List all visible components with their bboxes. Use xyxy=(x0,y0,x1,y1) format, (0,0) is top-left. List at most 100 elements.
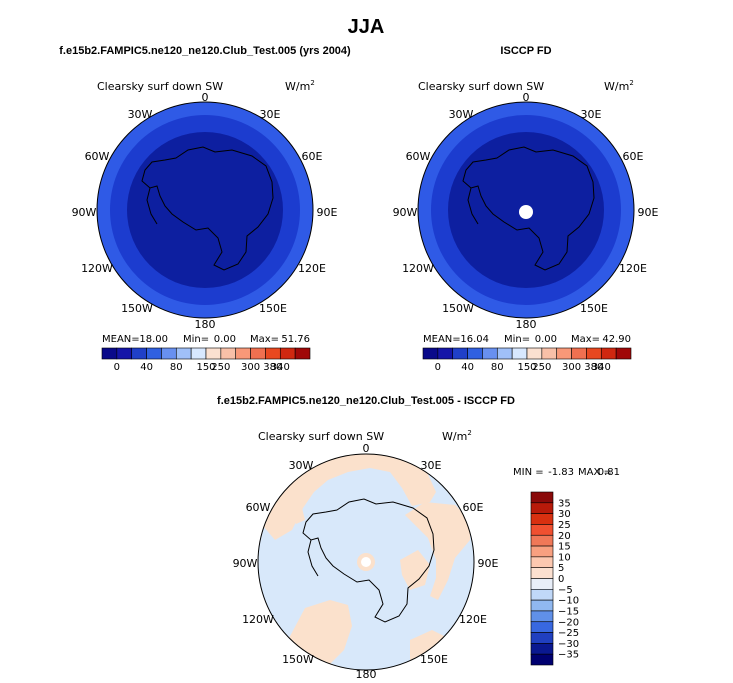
lon-label-60e: 60E xyxy=(463,501,484,514)
colorbar-tick-label: −30 xyxy=(558,639,579,650)
colorbar-swatch xyxy=(422,347,439,360)
colorbar-tick-label: 0 xyxy=(558,574,564,585)
lon-label-120w: 120W xyxy=(81,262,113,275)
colorbar-swatch xyxy=(586,347,602,360)
panel-model-variable: Clearsky surf down SW xyxy=(97,80,223,93)
colorbar-swatch xyxy=(530,567,554,579)
panel-obs: ISCCP FD Clearsky surf down SW W/m2 0 30… xyxy=(393,45,659,373)
anomaly-region xyxy=(405,502,470,600)
lon-label-0: 0 xyxy=(202,91,209,104)
figure-title: JJA xyxy=(348,16,385,38)
colorbar-swatch xyxy=(101,347,118,360)
colorbar-tick-label: 250 xyxy=(532,362,551,373)
lon-label-90w: 90W xyxy=(393,206,418,219)
colorbar-tick-label: 15 xyxy=(558,542,571,553)
max-label: Max= xyxy=(571,334,600,345)
colorbar-tick-label: 150 xyxy=(517,362,536,373)
colorbar-tick-label: 80 xyxy=(170,362,183,373)
stats-obs: MEAN= 16.04 Min= 0.00 Max= 42.90 xyxy=(423,334,631,345)
lon-label-30e: 30E xyxy=(260,108,281,121)
colorbar-swatch xyxy=(294,347,311,360)
lon-label-150e: 150E xyxy=(259,302,287,315)
colorbar-tick-label: 10 xyxy=(558,552,571,563)
panel-diff-title: f.e15b2.FAMPIC5.ne120_ne120.Club_Test.00… xyxy=(217,395,515,407)
lon-label-90w: 90W xyxy=(72,206,97,219)
pole-missing-data xyxy=(361,557,371,567)
colorbar-swatch xyxy=(530,491,554,504)
lon-label-90e: 90E xyxy=(478,557,499,570)
panel-diff-units: W/m2 xyxy=(442,429,472,443)
colorbar-swatch xyxy=(530,524,554,536)
peninsula-coastline xyxy=(467,187,479,225)
colorbar-swatch xyxy=(530,653,554,666)
colorbar-swatch xyxy=(279,347,296,360)
lon-label-120w: 120W xyxy=(402,262,434,275)
colorbar-swatch xyxy=(265,347,281,360)
min-label: Min= xyxy=(504,334,530,345)
colorbar-swatch xyxy=(116,347,133,360)
map-diff-border xyxy=(257,453,475,671)
lon-label-90e: 90E xyxy=(638,206,659,219)
colorbar-tick-label: 80 xyxy=(491,362,504,373)
lon-label-150e: 150E xyxy=(580,302,608,315)
colorbar-tick-label: −10 xyxy=(558,596,579,607)
colorbar-swatch xyxy=(467,347,483,360)
mean-label: MEAN= xyxy=(423,334,461,345)
colorbar-tick-label: 40 xyxy=(140,362,153,373)
mean-label: MEAN= xyxy=(102,334,140,345)
colorbar-tick-label: −15 xyxy=(558,606,579,617)
panel-obs-title: ISCCP FD xyxy=(500,45,551,57)
lon-label-150w: 150W xyxy=(121,302,153,315)
colorbar-swatch xyxy=(530,632,554,644)
min-value: 0.00 xyxy=(214,334,236,345)
colorbar-swatch xyxy=(190,347,207,360)
colorbar-swatch xyxy=(235,347,251,360)
lon-labels-model: 0 30E 60E 90E 120E 150E 180 150W 120W 90… xyxy=(72,91,338,331)
colorbar-swatch xyxy=(530,643,554,655)
lon-label-30e: 30E xyxy=(421,459,442,472)
colorbar-swatch xyxy=(452,347,468,360)
peninsula-coastline xyxy=(146,187,158,225)
colorbar-swatch xyxy=(146,347,162,360)
mean-value: 16.04 xyxy=(460,334,489,345)
panel-model-title: f.e15b2.FAMPIC5.ne120_ne120.Club_Test.00… xyxy=(59,45,351,57)
panel-obs-units: W/m2 xyxy=(604,79,634,93)
lon-label-90w: 90W xyxy=(233,557,258,570)
colorbar-swatch xyxy=(530,513,554,525)
colorbar-swatch xyxy=(205,347,222,360)
colorbar-tick-label: 35 xyxy=(558,498,571,509)
stats-diff: MIN = -1.83 MAX = 0.81 xyxy=(513,467,620,478)
max-value: 0.81 xyxy=(598,467,620,478)
colorbar-swatch xyxy=(482,347,498,360)
colorbar-tick-label: −25 xyxy=(558,628,579,639)
panel-diff-variable: Clearsky surf down SW xyxy=(258,430,384,443)
lon-label-60w: 60W xyxy=(406,150,431,163)
max-value: 51.76 xyxy=(281,334,310,345)
colorbar-swatch xyxy=(600,347,617,360)
panel-model-units: W/m2 xyxy=(285,79,315,93)
colorbar-swatch xyxy=(220,347,237,360)
lon-label-60w: 60W xyxy=(246,501,271,514)
colorbar-tick-label: 20 xyxy=(558,531,571,542)
colorbar-swatch xyxy=(571,347,587,360)
colorbar-swatch xyxy=(131,347,147,360)
colorbar-tick-label: 0 xyxy=(114,362,120,373)
colorbar-tick-label: 340 xyxy=(592,362,611,373)
colorbar-swatch xyxy=(530,545,554,558)
colorbar-swatch xyxy=(530,589,554,601)
max-value: 42.90 xyxy=(602,334,631,345)
lon-label-120e: 120E xyxy=(619,262,647,275)
colorbar-swatch xyxy=(530,610,554,623)
min-label: MIN = xyxy=(513,467,544,478)
peninsula-coastline xyxy=(307,539,319,577)
max-label: Max= xyxy=(250,334,279,345)
lon-label-150e: 150E xyxy=(420,653,448,666)
colorbar-tick-label: 25 xyxy=(558,520,571,531)
colorbar-swatch xyxy=(530,578,554,590)
colorbar-swatch xyxy=(250,347,266,360)
lon-labels-obs: 0 30E 60E 90E 120E 150E 180 150W 120W 90… xyxy=(393,91,659,331)
colorbar-tick-label: −35 xyxy=(558,650,579,661)
colorbar-tick-label: 340 xyxy=(271,362,290,373)
